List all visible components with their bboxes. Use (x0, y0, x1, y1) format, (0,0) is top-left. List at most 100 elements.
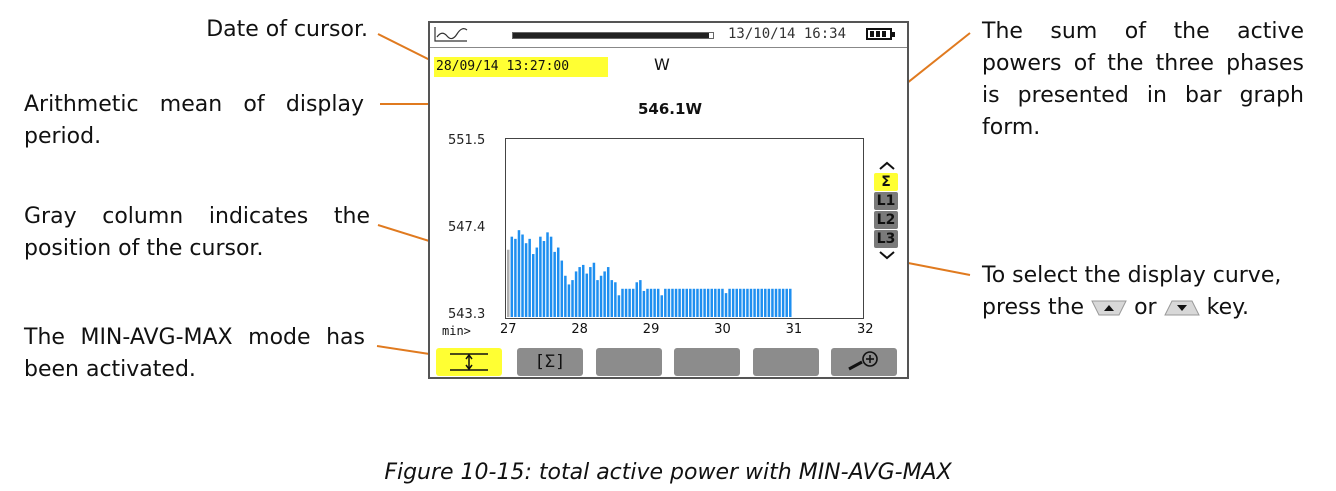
leader-line (377, 33, 437, 64)
bar (592, 262, 596, 317)
function-key-sum[interactable]: [Σ] (517, 348, 583, 376)
x-tick-label: 28 (571, 322, 588, 337)
bar (789, 288, 792, 317)
bar (749, 288, 753, 317)
phase-l1[interactable]: L1 (874, 192, 898, 210)
bar-chart (507, 230, 792, 317)
annotation-select-curve: To select the display curve, press the o… (982, 260, 1322, 324)
bar (703, 288, 706, 317)
bar (656, 288, 660, 317)
trend-mode-icon (434, 27, 468, 42)
bar (521, 234, 524, 317)
bar (742, 288, 746, 317)
bar (535, 247, 539, 317)
bar (624, 288, 628, 317)
bar (671, 288, 674, 317)
bar (585, 273, 589, 317)
bar (539, 236, 542, 317)
bar (610, 280, 614, 317)
bar (678, 288, 681, 317)
bar (614, 282, 617, 317)
y-tick-bottom: 543.3 (448, 307, 486, 322)
bar (646, 288, 649, 317)
down-key-icon (1163, 300, 1200, 316)
annotation-date-of-cursor: Date of cursor. (206, 17, 368, 42)
bar (721, 288, 724, 317)
bar (517, 230, 521, 317)
bar (514, 238, 517, 317)
bar (696, 288, 699, 317)
chevron-up-icon[interactable] (878, 161, 896, 171)
bar (589, 267, 592, 317)
bar (606, 267, 610, 317)
bar (574, 271, 578, 317)
select-curve-suffix: key. (1206, 295, 1249, 320)
cursor-date: 28/09/14 13:27:00 (434, 57, 608, 77)
bar (571, 280, 574, 317)
bar (603, 271, 606, 317)
select-curve-prefix: To select the display curve, press the (982, 263, 1282, 320)
bar (596, 280, 599, 317)
device-screen: 13/10/14 16:34 28/09/14 13:27:00 W 546.1… (428, 21, 909, 379)
bar (564, 275, 567, 317)
bar (531, 254, 535, 317)
bar (674, 288, 678, 317)
bar (753, 288, 756, 317)
x-tick-label: 31 (785, 322, 803, 337)
cursor-column (507, 249, 510, 317)
bar (649, 288, 653, 317)
zoom-in-icon (848, 351, 878, 371)
bar (664, 288, 667, 317)
scrollbar-thumb[interactable] (513, 33, 709, 38)
bar (724, 293, 728, 317)
bar (667, 288, 671, 317)
bar (581, 264, 585, 317)
y-tick-top: 551.5 (448, 133, 486, 148)
phase-sigma[interactable]: Σ (874, 173, 898, 191)
x-tick-label: 32 (857, 322, 874, 337)
leader-line (902, 261, 971, 276)
annotation-min-avg-max: The MIN-AVG-MAX mode has been activated. (24, 325, 365, 382)
bar (560, 260, 564, 317)
bar (717, 288, 721, 317)
bar (785, 288, 788, 317)
function-key-4[interactable] (674, 348, 740, 376)
bar (621, 288, 624, 317)
chevron-down-icon[interactable] (878, 250, 896, 260)
unit-label: W (654, 55, 670, 74)
function-key-min-avg-max[interactable] (436, 348, 502, 376)
bar (699, 288, 703, 317)
function-key-3[interactable] (596, 348, 662, 376)
bar (781, 288, 785, 317)
min-avg-max-icon (450, 353, 488, 371)
function-key-zoom[interactable] (831, 348, 897, 376)
function-key-sum-label: [Σ] (534, 352, 566, 372)
bar (556, 247, 560, 317)
bar (639, 280, 642, 317)
bar (553, 251, 556, 317)
annotation-gray-column: Gray column indicates the position of th… (24, 204, 370, 261)
bar (599, 275, 603, 317)
bar (728, 288, 731, 317)
time-scrollbar[interactable] (512, 32, 714, 39)
bar (731, 288, 735, 317)
annotation-sum-active-powers: The sum of the active powers of the thre… (982, 19, 1304, 140)
bar (764, 288, 767, 317)
bar (689, 288, 692, 317)
bar (635, 282, 639, 317)
bar (546, 232, 549, 317)
bar (567, 284, 571, 317)
figure-caption: Figure 10-15: total active power with MI… (384, 460, 952, 485)
select-curve-or: or (1134, 295, 1157, 320)
phase-l3[interactable]: L3 (874, 230, 898, 248)
x-tick-label: 29 (642, 322, 660, 337)
function-key-5[interactable] (753, 348, 819, 376)
bar (735, 288, 738, 317)
bar (756, 288, 760, 317)
bar (617, 295, 621, 317)
x-tick-label: 30 (714, 322, 731, 337)
bar (653, 288, 656, 317)
phase-l2[interactable]: L2 (874, 211, 898, 229)
x-axis-prefix: min> (442, 324, 471, 338)
bar (771, 288, 774, 317)
